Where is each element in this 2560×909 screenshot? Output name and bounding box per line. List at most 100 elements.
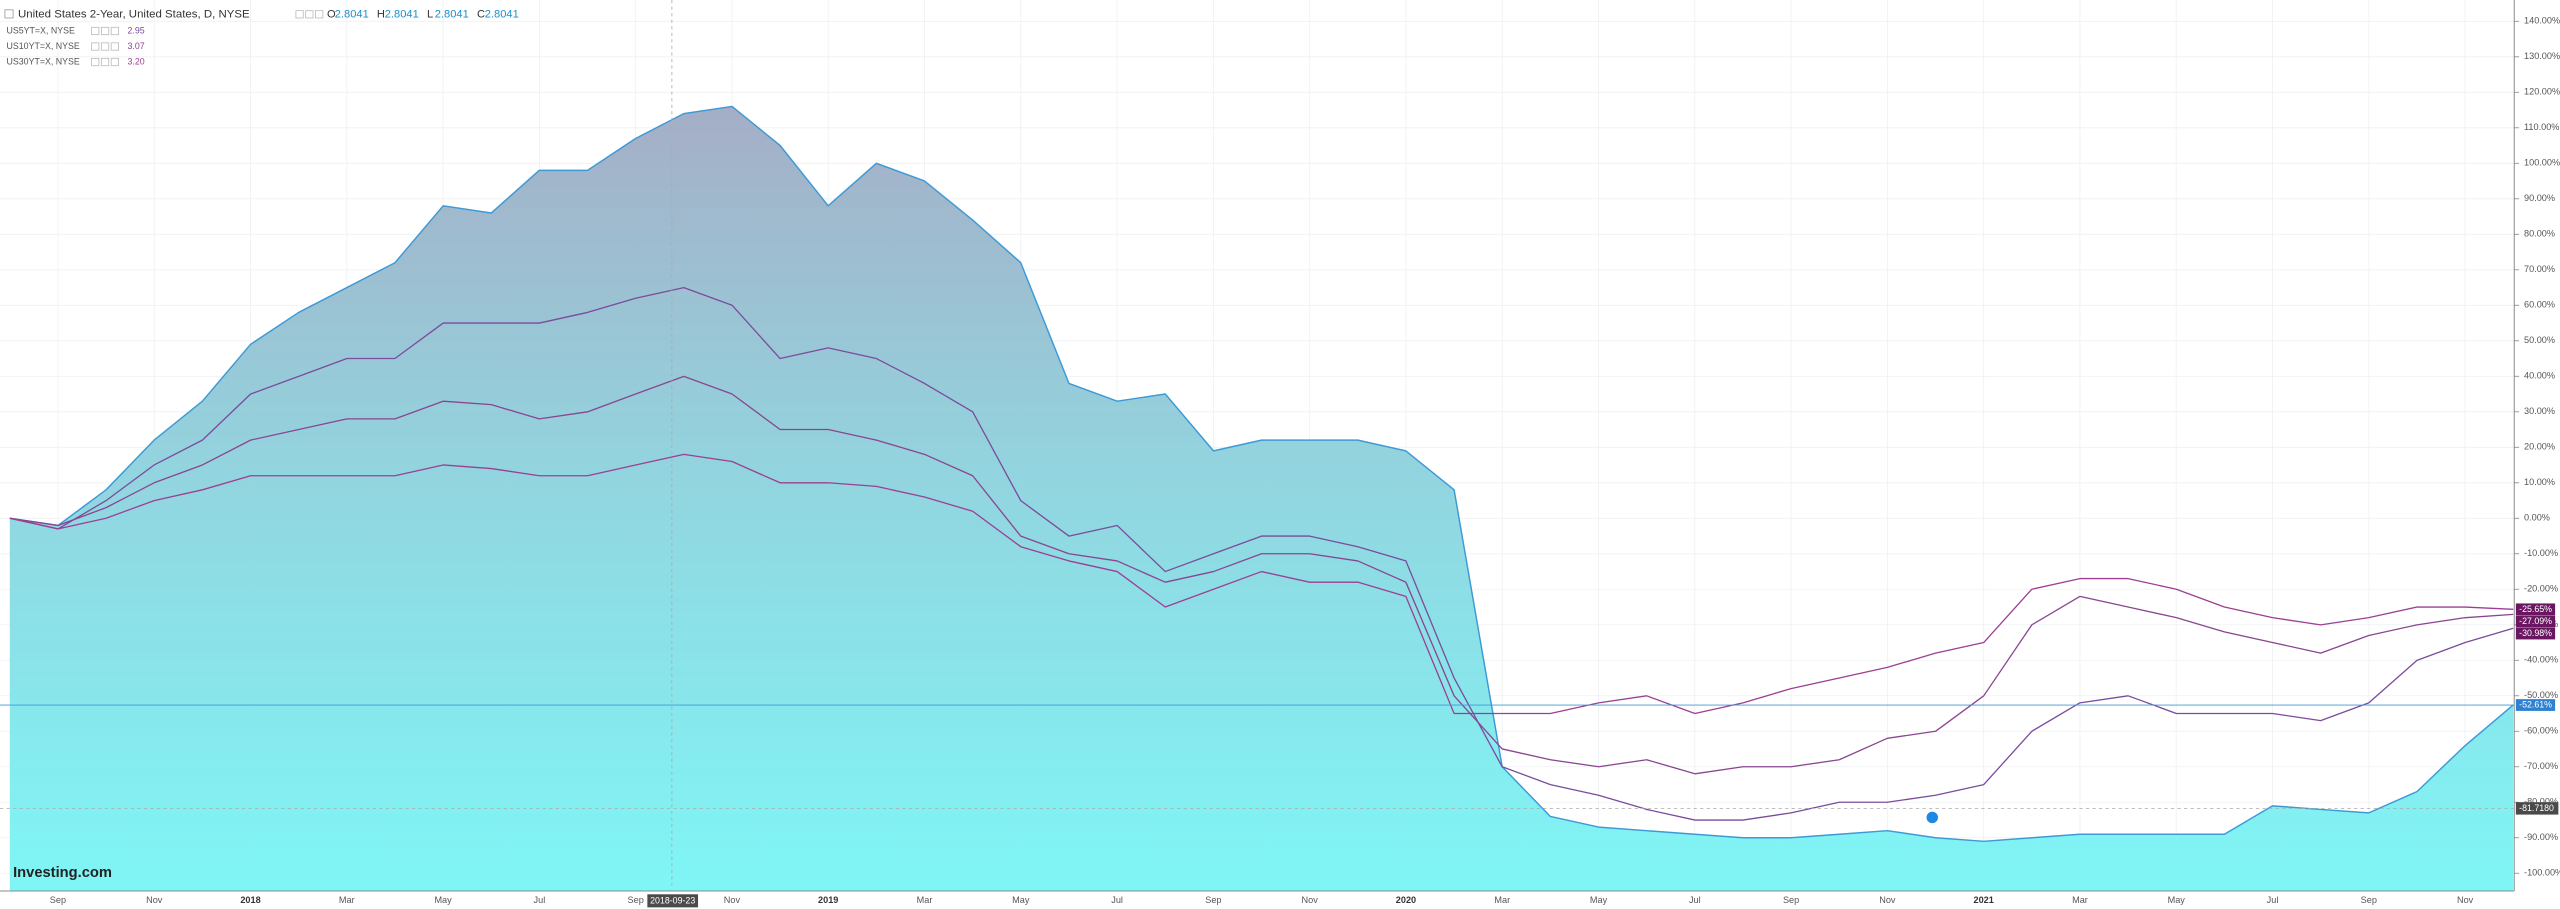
- legend-button: [91, 42, 100, 51]
- y-tick-label: 80.00%: [2524, 229, 2555, 239]
- legend-series-value: 3.20: [128, 56, 145, 66]
- last-value-label: -25.65%: [2519, 604, 2552, 614]
- y-tick-label: 70.00%: [2524, 264, 2555, 274]
- x-tick-label: Nov: [724, 895, 741, 905]
- ohlc-value: 2.8041: [435, 9, 469, 21]
- x-tick-label: Sep: [1205, 895, 1221, 905]
- y-tick-label: -10.00%: [2524, 548, 2558, 558]
- legend-button: [100, 57, 110, 67]
- x-tick-label: 2018: [240, 895, 260, 905]
- y-tick-label: 10.00%: [2524, 477, 2555, 487]
- legend-button: [100, 42, 110, 51]
- legend-button: [100, 26, 110, 36]
- x-tick-label: Nov: [2457, 895, 2474, 905]
- logo: Investing.com: [13, 865, 112, 881]
- x-tick-label: Mar: [917, 895, 933, 905]
- ohlc-value: 2.8041: [335, 9, 369, 21]
- legend-button: [110, 26, 119, 36]
- y-tick-label: 140.00%: [2524, 16, 2560, 26]
- ohlc-value: 2.8041: [485, 9, 519, 21]
- last-value-box: [2515, 699, 2556, 711]
- legend-rows: US5YT=X, NYSE 2.95 US10YT=X, NYSE 3.07 US30Y…: [7, 25, 145, 66]
- y-tick-label: 130.00%: [2524, 51, 2560, 61]
- legend-series-name: US5YT=X, NYSE: [7, 25, 75, 35]
- y-tick-label: -60.00%: [2524, 726, 2558, 736]
- y-tick-label: 40.00%: [2524, 371, 2555, 381]
- legend-series-name: US10YT=X, NYSE: [7, 41, 80, 51]
- series-line: [9, 286, 2514, 821]
- x-tick-label: Mar: [339, 895, 355, 905]
- x-tick-label: Nov: [1302, 895, 1319, 905]
- x-tick-label: Nov: [1879, 895, 1896, 905]
- x-tick-label: Jul: [1689, 895, 1701, 905]
- legend-series-value: 3.07: [128, 41, 145, 51]
- x-tick-label: Jul: [534, 895, 546, 905]
- last-value-label: -30.98%: [2519, 628, 2552, 638]
- x-tick-label: Mar: [2072, 895, 2088, 905]
- legend-button: [110, 42, 119, 51]
- y-tick-label: 120.00%: [2524, 87, 2560, 97]
- event-marker[interactable]: [1926, 811, 1938, 824]
- y-tick-label: -70.00%: [2524, 761, 2558, 771]
- y-tick-label: -90.00%: [2524, 832, 2558, 842]
- x-tick-label: Jul: [1111, 895, 1123, 905]
- ohlc-letter: C: [477, 9, 485, 21]
- y-tick-label: -20.00%: [2524, 584, 2558, 594]
- x-tick-label: Nov: [146, 895, 163, 905]
- event-icon[interactable]: [1926, 811, 1938, 824]
- x-tick-label: Mar: [1494, 895, 1510, 905]
- legend-button: [110, 57, 119, 67]
- y-tick-label: 60.00%: [2524, 300, 2555, 310]
- legend-button: [315, 10, 324, 19]
- last-value-box: [2515, 627, 2556, 640]
- area-line: [9, 105, 2514, 843]
- legend-button: [91, 57, 100, 67]
- plot: [9, 105, 2514, 892]
- ohlc-letter: O: [327, 9, 336, 21]
- crosshair-date: 2018-09-23: [650, 895, 695, 905]
- y-tick-label: 20.00%: [2524, 442, 2555, 452]
- y-tick-label: 110.00%: [2524, 122, 2559, 132]
- y-tick-label: -100.00%: [2524, 868, 2560, 878]
- legend-button: [305, 10, 314, 19]
- y-tick-label: -50.00%: [2524, 690, 2558, 700]
- x-tick-label: Sep: [50, 895, 66, 905]
- crosshair-date-box: [647, 894, 699, 908]
- legend: United States 2-Year, United States, D, …: [4, 9, 519, 21]
- x-tick-label: May: [2168, 895, 2186, 905]
- last-value-box: [2515, 615, 2556, 628]
- legend-series-name: US30YT=X, NYSE: [7, 56, 80, 66]
- y-tick-label: -40.00%: [2524, 655, 2558, 665]
- y-tick-label: -80.00%: [2524, 797, 2558, 807]
- y-tick-label: 0.00%: [2524, 513, 2550, 523]
- series-line: [9, 453, 2514, 715]
- crosshair-value-box: [2515, 802, 2559, 815]
- legend-button: [295, 10, 304, 19]
- last-value-box: [2515, 603, 2556, 616]
- y-tick-label: 100.00%: [2524, 158, 2560, 168]
- ohlc-letter: L: [427, 9, 433, 21]
- x-tick-label: Sep: [628, 895, 644, 905]
- y-tick-label: 90.00%: [2524, 193, 2555, 203]
- series-line: [9, 375, 2514, 775]
- ohlc: O 2.8041 H 2.8041 L 2.8041 C 2.8041: [295, 9, 519, 21]
- x-tick-label: May: [1012, 895, 1030, 905]
- x-tick-label: 2019: [818, 895, 838, 905]
- collapse-button[interactable]: [4, 9, 14, 19]
- x-tick-label: Sep: [2361, 895, 2377, 905]
- x-tick-label: 2021: [1974, 895, 1994, 905]
- legend-button: [91, 26, 100, 36]
- x-tick-label: May: [1590, 895, 1608, 905]
- legend-series-value: 2.95: [128, 25, 145, 35]
- last-value-label: -52.61%: [2519, 700, 2552, 710]
- ohlc-value: 2.8041: [385, 9, 419, 21]
- last-value-label: -27.09%: [2519, 616, 2552, 626]
- y-tick-label: 50.00%: [2524, 335, 2555, 345]
- x-tick-label: May: [434, 895, 452, 905]
- legend-title: United States 2-Year, United States, D, …: [18, 9, 250, 21]
- x-tick-label: 2020: [1396, 895, 1416, 905]
- x-tick-label: Jul: [2267, 895, 2279, 905]
- ohlc-letter: H: [377, 9, 385, 21]
